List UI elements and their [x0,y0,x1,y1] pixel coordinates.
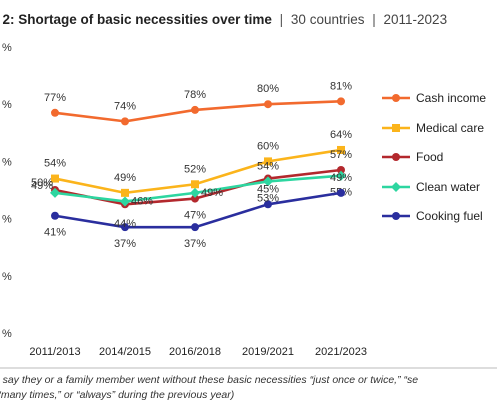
data-label: 53% [257,192,279,204]
data-label: 47% [184,210,206,222]
footnote-line-1: ho say they or a family member went with… [0,374,419,386]
data-point [336,170,346,181]
chart-title: re 2: Shortage of basic necessities over… [0,12,447,27]
line-chart: %%%%%% 2011/2013 2014/2015 2016/2018 2019/20… [0,42,497,369]
chart-title-main: re 2: Shortage of basic necessities over… [0,12,272,27]
data-label: 46% [131,195,153,207]
data-point [120,196,130,207]
data-point [264,100,272,109]
y-tick-label: % [2,156,12,168]
data-label: 81% [330,80,352,92]
chart-footnote: ho say they or a family member went with… [0,373,418,403]
data-label: 44% [114,218,136,230]
data-label: 74% [114,100,136,112]
x-tick-label: 2021/2023 [315,346,367,358]
data-label: 80% [257,83,279,95]
data-point [191,105,199,114]
data-label: 49% [114,172,136,184]
data-point [51,174,59,183]
y-tick-label: % [2,214,12,226]
data-label: 60% [257,140,279,152]
y-tick-label: % [2,99,12,111]
x-tick-label: 2019/2021 [242,346,294,358]
data-label: 37% [114,238,136,250]
title-years: 2011-2023 [383,12,448,27]
x-tick-label: 2016/2018 [169,346,221,358]
data-label: 41% [44,227,66,239]
legend-marker [392,124,400,132]
data-label: 77% [44,92,66,104]
title-separator: | [279,12,284,27]
data-label: 49% [201,187,223,199]
legend-marker [392,94,400,102]
legend-label: Medical care [416,121,484,135]
data-label: 54% [44,158,66,170]
y-tick-label: % [2,271,12,283]
data-label: 57% [330,149,352,161]
data-label: 50% [31,177,53,189]
data-point [51,211,59,220]
data-point [121,117,129,126]
data-point [190,187,200,198]
legend-label: Food [416,150,443,164]
data-point [264,200,272,209]
data-point [337,145,345,154]
data-point [50,187,60,198]
data-point [264,157,272,166]
data-point [263,176,273,187]
data-label: 37% [184,238,206,250]
data-point [51,108,59,117]
legend-label: Cash income [416,91,486,105]
legend-marker [392,153,400,161]
data-point [121,188,129,197]
legend-label: Cooking fuel [416,209,483,223]
y-tick-label: % [2,328,12,340]
data-point [191,223,199,232]
legend-marker [392,212,400,220]
data-label: 64% [330,129,352,141]
x-tick-label: 2011/2013 [29,346,80,358]
data-point [337,165,345,174]
data-point [121,223,129,232]
data-label: 45% [257,183,279,195]
title-separator: | [372,12,376,27]
data-label: 78% [184,89,206,101]
data-label: 49% [330,172,352,184]
legend-marker [391,182,401,192]
y-tick-label: % [2,42,12,54]
legend-label: Clean water [416,180,480,194]
footnote-line-2: ,” “many times,” or “always” during the … [0,389,235,401]
data-label: 54% [257,160,279,172]
x-tick-label: 2014/2015 [99,346,151,358]
data-point [191,180,199,189]
data-point [337,188,345,197]
title-countries: 30 countries [290,12,365,27]
data-label: 49% [31,180,53,192]
data-point [337,97,345,106]
data-point [191,194,199,203]
data-label: 52% [184,163,206,175]
